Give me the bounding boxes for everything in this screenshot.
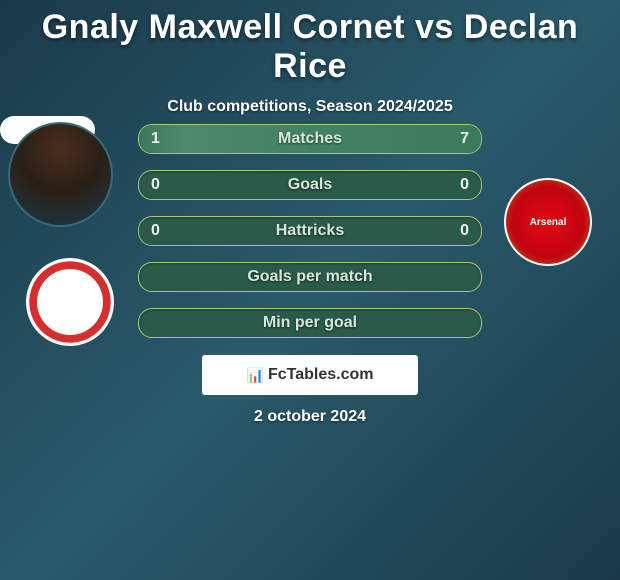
stat-label: Goals per match xyxy=(139,263,481,291)
stat-row: 00Goals xyxy=(138,170,482,200)
stat-label: Matches xyxy=(139,125,481,153)
stat-row: 00Hattricks xyxy=(138,216,482,246)
stat-row: Min per goal xyxy=(138,308,482,338)
date-label: 2 october 2024 xyxy=(0,408,620,426)
club-badge-left xyxy=(26,258,114,346)
player-left-avatar xyxy=(8,122,113,227)
stat-row: 17Matches xyxy=(138,124,482,154)
stat-label: Hattricks xyxy=(139,217,481,245)
stats-container: 17Matches 00Goals 00Hattricks Goals per mat… xyxy=(138,124,482,354)
page-title: Gnaly Maxwell Cornet vs Declan Rice xyxy=(0,0,620,86)
attribution-label: FcTables.com xyxy=(268,366,374,384)
club-right-label: Arsenal xyxy=(530,217,567,228)
attribution-badge: 📊 FcTables.com xyxy=(202,355,418,395)
chart-icon: 📊 xyxy=(247,367,264,384)
stat-label: Min per goal xyxy=(139,309,481,337)
stat-label: Goals xyxy=(139,171,481,199)
stat-row: Goals per match xyxy=(138,262,482,292)
club-badge-right: Arsenal xyxy=(504,178,592,266)
page-subtitle: Club competitions, Season 2024/2025 xyxy=(0,98,620,116)
